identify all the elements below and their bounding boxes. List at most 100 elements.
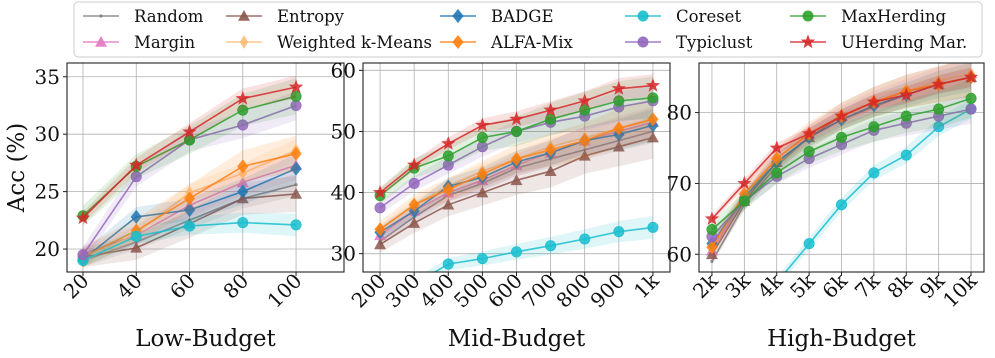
point-alfa-mix-0: [374, 222, 386, 237]
x-tick-label: 60: [165, 269, 200, 304]
point-maxherding-7: [933, 103, 945, 115]
point-uherding-mar-4: [288, 79, 304, 94]
point-alfa-mix-1: [408, 197, 420, 212]
point-maxherding-7: [613, 95, 625, 107]
y-tick-label: 70: [667, 171, 692, 195]
legend-item-uherding-mar: UHerding Mar.: [790, 33, 967, 52]
point-coreset-5: [868, 167, 880, 179]
x-tick-label: 40: [112, 269, 147, 304]
legend-item-random: Random: [83, 7, 204, 26]
point-alfa-mix-0: [706, 240, 718, 255]
x-axis-label: High-Budget: [767, 326, 916, 352]
point-badge-1: [130, 209, 142, 224]
point-coreset-8: [647, 221, 659, 233]
point-maxherding-3: [237, 104, 249, 116]
x-tick-label: 1k: [629, 268, 664, 303]
legend-marker-coreset: [637, 10, 649, 22]
legend-label-random: Random: [134, 7, 204, 26]
x-tick-label: 900: [585, 269, 629, 313]
legend-marker-badge: [452, 8, 464, 24]
point-entropy-5: [544, 165, 557, 176]
point-alfa-mix-6: [579, 133, 591, 148]
point-alfa-mix-2: [183, 191, 196, 206]
y-tick-label: 20: [35, 237, 60, 261]
band-badge: [712, 63, 971, 250]
point-coreset-2: [184, 220, 196, 232]
x-tick-label: 8k: [882, 268, 917, 303]
legend-item-coreset: Coreset: [625, 7, 741, 26]
x-tick-label: 100: [263, 269, 307, 313]
point-random-6: [583, 148, 587, 152]
legend-label-weighted-k-means: Weighted k-Means: [277, 33, 432, 52]
legend-marker-entropy: [238, 10, 250, 21]
series-maxherding: [706, 78, 977, 238]
point-uherding-mar-5: [866, 94, 882, 109]
y-tick-label: 30: [331, 242, 356, 266]
point-uherding-mar-3: [801, 126, 817, 140]
legend-marker-uherding-mar: [800, 34, 816, 49]
legend-label-coreset: Coreset: [676, 7, 741, 26]
point-uherding-mar-6: [899, 87, 914, 101]
x-tick-label: 800: [551, 269, 595, 313]
legend-marker-weighted-k-means: [239, 35, 249, 49]
legend-label-alfa-mix: ALFA-Mix: [490, 33, 574, 52]
series-uherding-mar: [704, 67, 979, 225]
point-alfa-mix-3: [237, 159, 249, 174]
point-uherding-mar-1: [407, 157, 422, 172]
point-alfa-mix-4: [290, 146, 302, 161]
x-tick-label: 80: [218, 269, 253, 304]
y-tick-label: 25: [35, 180, 60, 204]
point-maxherding-6: [579, 104, 591, 116]
y-tick-label: 30: [35, 122, 60, 146]
point-uherding-mar-5: [543, 102, 558, 117]
point-alfa-mix-2: [442, 182, 454, 197]
point-coreset-6: [579, 233, 591, 245]
band-alfa-mix: [380, 98, 653, 238]
point-maxherding-4: [835, 131, 847, 143]
legend-marker-random: [99, 14, 103, 18]
point-maxherding-6: [900, 110, 912, 122]
legend-item-margin: Margin: [83, 33, 195, 52]
series-uherding-mar: [372, 74, 661, 199]
point-random-4: [294, 183, 298, 187]
point-entropy-8: [646, 131, 659, 143]
point-uherding-mar-8: [645, 78, 661, 92]
y-tick-label: 40: [331, 181, 356, 205]
point-uherding-mar-7: [611, 81, 626, 95]
point-typiclust-1: [408, 177, 420, 189]
point-uherding-mar-4: [509, 111, 524, 126]
y-tick-label: 60: [667, 242, 692, 266]
point-badge-3: [237, 184, 249, 199]
point-alfa-mix-7: [613, 121, 625, 136]
x-axis-label: Low-Budget: [135, 326, 276, 352]
legend-item-badge: BADGE: [440, 7, 554, 26]
x-tick-label: 500: [449, 269, 493, 313]
point-coreset-4: [290, 219, 302, 231]
point-maxherding-5: [868, 121, 880, 133]
series-uherding-mar: [75, 75, 304, 225]
plot-area: [75, 75, 304, 269]
point-entropy-0: [374, 238, 387, 250]
legend-label-badge: BADGE: [491, 7, 554, 26]
y-tick-label: 35: [35, 65, 60, 89]
x-tick-label: 2k: [688, 268, 723, 303]
point-entropy-7: [612, 140, 625, 152]
point-alfa-mix-5: [544, 142, 557, 157]
point-maxherding-4: [290, 90, 302, 102]
x-tick-label: 10k: [938, 268, 982, 312]
point-uherding-mar-0: [704, 211, 720, 225]
point-badge-2: [183, 202, 196, 218]
point-alfa-mix-8: [647, 112, 659, 127]
band-typiclust: [712, 94, 971, 243]
point-uherding-mar-0: [372, 185, 388, 199]
legend-label-typiclust: Typiclust: [676, 33, 753, 52]
point-coreset-4: [835, 199, 847, 211]
point-uherding-mar-7: [931, 76, 946, 91]
point-uherding-mar-1: [737, 175, 752, 190]
point-coreset-3: [237, 217, 249, 229]
point-badge-4: [290, 161, 302, 176]
point-typiclust-0: [374, 202, 386, 214]
point-alfa-mix-2: [771, 151, 783, 166]
